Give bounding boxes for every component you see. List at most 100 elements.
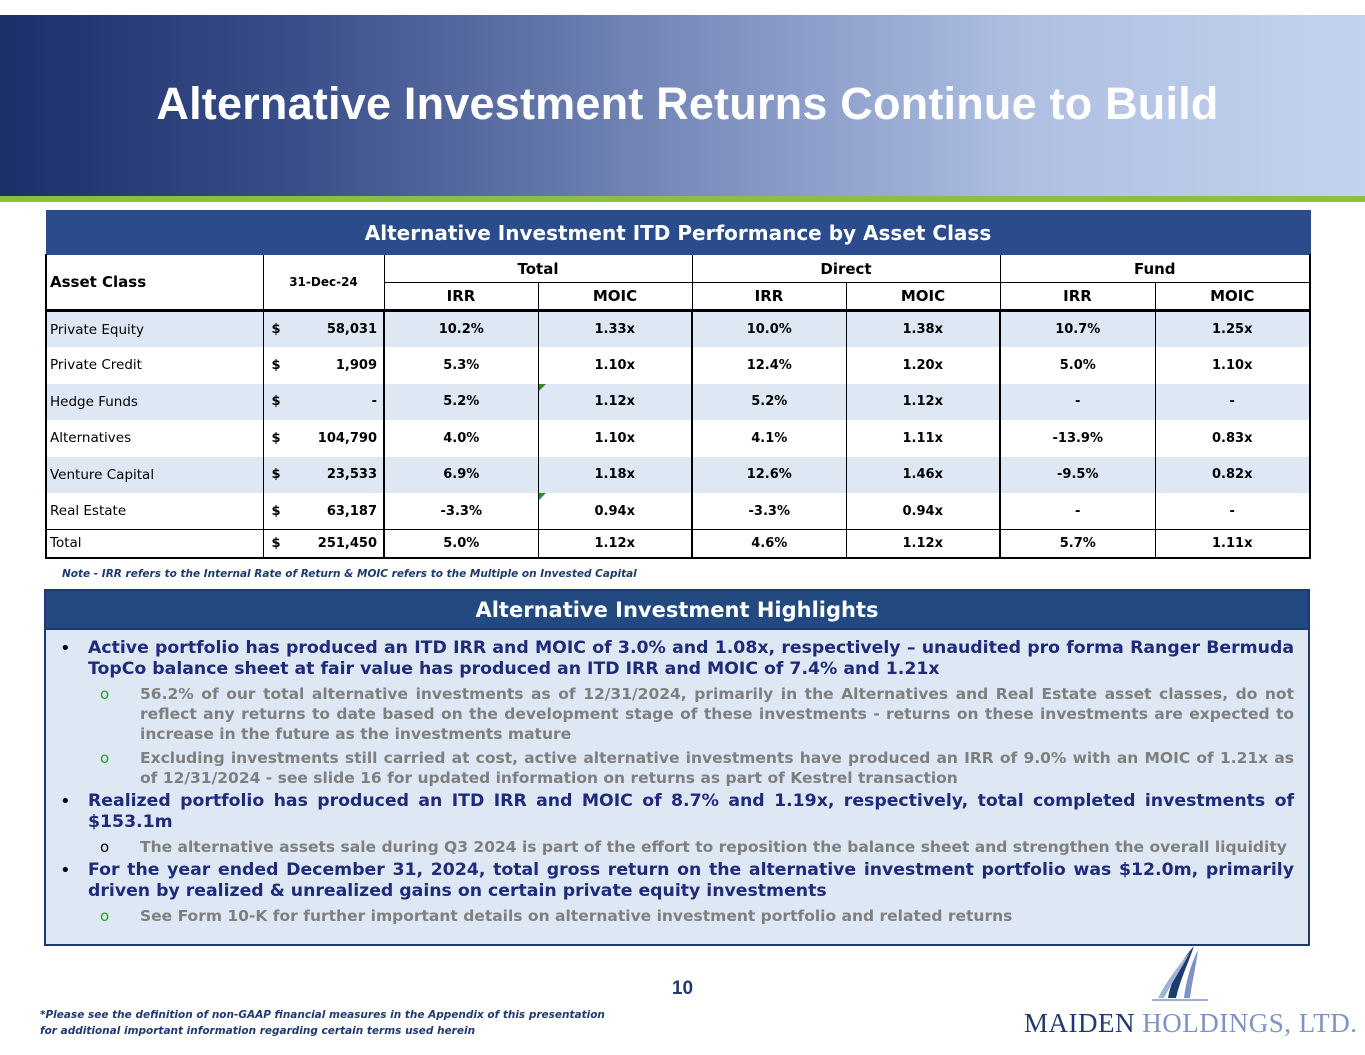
cell-currency: $: [262, 309, 298, 347]
cell-currency: $: [262, 347, 298, 384]
cell-fund-moic: -: [1154, 493, 1312, 530]
table-caption: Alternative Investment ITD Performance b…: [45, 210, 1311, 255]
bullet-text: For the year ended December 31, 2024, to…: [88, 860, 1294, 901]
cell-direct-moic: 1.46x: [845, 456, 1001, 493]
cell-fund-moic: 1.25x: [1154, 309, 1312, 347]
cell-asset: Private Equity: [45, 309, 264, 347]
bullet-item: • Active portfolio has produced an ITD I…: [58, 638, 1294, 680]
table-row: Venture Capital $ 23,533 6.9% 1.18x 12.6…: [45, 456, 1312, 493]
highlights-body: • Active portfolio has produced an ITD I…: [46, 630, 1308, 926]
cell-asset: Alternatives: [45, 420, 264, 457]
cell-direct-irr: 12.4%: [691, 347, 847, 384]
sub-bullet-text: 56.2% of our total alternative investmen…: [140, 685, 1294, 743]
sub-bullet-text: See Form 10-K for further important deta…: [140, 907, 1013, 925]
cell-fund-moic: 1.11x: [1154, 529, 1312, 559]
cell-currency: $: [262, 420, 298, 457]
header-total-moic: MOIC: [537, 282, 693, 312]
cell-fund-moic: -: [1154, 383, 1312, 420]
cell-total-moic: 1.12x: [537, 383, 693, 420]
header-total-irr: IRR: [383, 282, 539, 312]
page-number: 10: [671, 978, 694, 999]
header-fund-moic: MOIC: [1154, 282, 1312, 312]
cell-direct-moic: 0.94x: [845, 493, 1001, 530]
header-direct-irr: IRR: [691, 282, 847, 312]
cell-total-irr: 5.3%: [383, 347, 539, 384]
company-logo: MAIDEN HOLDINGS, LTD.: [1024, 1008, 1358, 1039]
cell-total-moic: 1.10x: [537, 420, 693, 457]
sub-bullet-item: o 56.2% of our total alternative investm…: [58, 684, 1294, 744]
header-group-fund: Fund: [999, 254, 1312, 283]
cell-amount: 23,533: [298, 456, 385, 493]
cell-amount: 63,187: [298, 493, 385, 530]
bullet-text: Realized portfolio has produced an ITD I…: [88, 791, 1294, 832]
header-direct-moic: MOIC: [845, 282, 1001, 312]
sub-bullet-marker: o: [100, 838, 110, 856]
cell-direct-moic: 1.12x: [845, 529, 1001, 559]
cell-currency: $: [262, 456, 298, 493]
sub-bullet-item: o Excluding investments still carried at…: [58, 748, 1294, 788]
header-asset-class: Asset Class: [45, 254, 264, 312]
highlights-box: Alternative Investment Highlights • Acti…: [44, 589, 1310, 946]
page-title: Alternative Investment Returns Continue …: [156, 78, 1219, 129]
sub-bullet-item: o The alternative assets sale during Q3 …: [58, 837, 1294, 857]
cell-total-irr: 4.0%: [383, 420, 539, 457]
bullet-marker: •: [60, 791, 71, 812]
logo-part-2: HOLDINGS, LTD.: [1135, 1008, 1358, 1038]
table-row: Real Estate $ 63,187 -3.3% 0.94x -3.3% 0…: [45, 493, 1312, 530]
cell-currency: $: [262, 383, 298, 420]
cell-direct-moic: 1.12x: [845, 383, 1001, 420]
cell-direct-irr: 4.6%: [691, 529, 847, 559]
cell-direct-moic: 1.20x: [845, 347, 1001, 384]
table-row: Alternatives $ 104,790 4.0% 1.10x 4.1% 1…: [45, 420, 1312, 457]
cell-total-moic: 1.12x: [537, 529, 693, 559]
cell-direct-moic: 1.11x: [845, 420, 1001, 457]
bullet-item: • For the year ended December 31, 2024, …: [58, 860, 1294, 902]
logo-part-1: MAIDEN: [1024, 1008, 1135, 1038]
cell-asset: Hedge Funds: [45, 383, 264, 420]
header-banner: [0, 15, 1365, 197]
cell-fund-moic: 0.83x: [1154, 420, 1312, 457]
cell-total-irr: 10.2%: [383, 309, 539, 347]
cell-total-irr: 5.0%: [383, 529, 539, 559]
cell-total-irr: 6.9%: [383, 456, 539, 493]
cell-direct-irr: 10.0%: [691, 309, 847, 347]
cell-total-irr: -3.3%: [383, 493, 539, 530]
cell-currency: $: [262, 493, 298, 530]
sail-icon: [1152, 946, 1208, 1001]
cell-total-moic: 0.94x: [537, 493, 693, 530]
cell-total-moic: 1.18x: [537, 456, 693, 493]
cell-asset: Venture Capital: [45, 456, 264, 493]
table-row: Private Credit $ 1,909 5.3% 1.10x 12.4% …: [45, 347, 1312, 384]
highlights-title: Alternative Investment Highlights: [46, 591, 1308, 630]
header-group-total: Total: [383, 254, 693, 283]
cell-direct-irr: 4.1%: [691, 420, 847, 457]
bullet-marker: •: [60, 638, 71, 659]
cell-total-moic: 1.33x: [537, 309, 693, 347]
bullet-text: Active portfolio has produced an ITD IRR…: [88, 638, 1294, 679]
table-total-row: Total $ 251,450 5.0% 1.12x 4.6% 1.12x 5.…: [45, 529, 1312, 559]
cell-fund-irr: -13.9%: [999, 420, 1156, 457]
cell-direct-irr: -3.3%: [691, 493, 847, 530]
cell-fund-irr: 5.0%: [999, 347, 1156, 384]
bullet-item: • Realized portfolio has produced an ITD…: [58, 791, 1294, 833]
cell-fund-moic: 1.10x: [1154, 347, 1312, 384]
cell-direct-irr: 5.2%: [691, 383, 847, 420]
table-row: Hedge Funds $ - 5.2% 1.12x 5.2% 1.12x - …: [45, 383, 1312, 420]
cell-asset: Total: [45, 529, 264, 559]
cell-total-moic: 1.10x: [537, 347, 693, 384]
header-date: 31-Dec-24: [262, 254, 385, 312]
cell-fund-moic: 0.82x: [1154, 456, 1312, 493]
cell-amount: 1,909: [298, 347, 385, 384]
cell-amount: 58,031: [298, 309, 385, 347]
cell-currency: $: [262, 529, 298, 559]
cell-total-irr: 5.2%: [383, 383, 539, 420]
header-accent-line: [0, 196, 1365, 202]
cell-direct-moic: 1.38x: [845, 309, 1001, 347]
sub-bullet-marker: o: [100, 907, 110, 925]
sub-bullet-marker: o: [100, 749, 110, 767]
table-row: Private Equity $ 58,031 10.2% 1.33x 10.0…: [45, 309, 1312, 347]
cell-fund-irr: -: [999, 383, 1156, 420]
performance-table: Alternative Investment ITD Performance b…: [45, 210, 1312, 559]
cell-fund-irr: -: [999, 493, 1156, 530]
header-group-direct: Direct: [691, 254, 1001, 283]
